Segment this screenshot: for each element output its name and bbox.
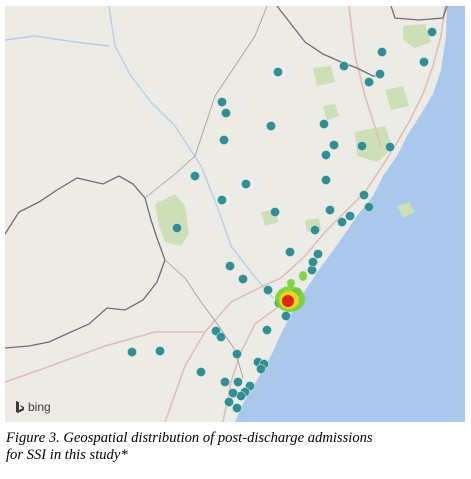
caption-line-2: for SSI in this study* bbox=[6, 447, 128, 463]
ocean bbox=[235, 6, 465, 422]
hospital-marker[interactable] bbox=[337, 217, 347, 227]
hospital-marker[interactable] bbox=[285, 247, 295, 257]
map-canvas[interactable] bbox=[5, 6, 465, 422]
hospital-marker[interactable] bbox=[273, 67, 283, 77]
hospital-marker[interactable] bbox=[233, 377, 243, 387]
hospital-marker[interactable] bbox=[238, 274, 248, 284]
hospital-marker[interactable] bbox=[359, 190, 369, 200]
park-areas bbox=[155, 24, 431, 246]
hospital-marker[interactable] bbox=[310, 225, 320, 235]
hospital-marker[interactable] bbox=[427, 27, 437, 37]
hospital-marker[interactable] bbox=[321, 175, 331, 185]
caption-line-1: Figure 3. Geospatial distribution of pos… bbox=[6, 430, 373, 446]
hospital-marker[interactable] bbox=[217, 195, 227, 205]
map-frame[interactable]: bing bbox=[5, 6, 465, 422]
rivers bbox=[5, 6, 274, 299]
hospital-marker[interactable] bbox=[357, 141, 367, 151]
hospital-marker[interactable] bbox=[321, 150, 331, 160]
hospital-marker[interactable] bbox=[364, 77, 374, 87]
heatmap-hotspot bbox=[275, 271, 307, 312]
map-attribution: bing bbox=[28, 400, 51, 414]
hospital-marker[interactable] bbox=[313, 249, 323, 259]
hospital-marker[interactable] bbox=[155, 346, 165, 356]
hospital-marker[interactable] bbox=[127, 347, 137, 357]
hospital-marker[interactable] bbox=[270, 207, 280, 217]
hospital-marker[interactable] bbox=[232, 403, 242, 413]
hospital-marker[interactable] bbox=[190, 171, 200, 181]
hospital-marker[interactable] bbox=[419, 57, 429, 67]
hospital-marker[interactable] bbox=[232, 349, 242, 359]
hospital-marker[interactable] bbox=[262, 325, 272, 335]
hospital-marker[interactable] bbox=[377, 47, 387, 57]
hospital-marker[interactable] bbox=[308, 257, 318, 267]
hospital-marker[interactable] bbox=[241, 179, 251, 189]
hospital-marker[interactable] bbox=[220, 377, 230, 387]
hospital-marker[interactable] bbox=[385, 142, 395, 152]
bing-logo: bing bbox=[15, 400, 51, 414]
hospital-marker[interactable] bbox=[329, 140, 339, 150]
hospital-marker[interactable] bbox=[225, 261, 235, 271]
hospital-markers bbox=[127, 27, 437, 413]
hospital-marker[interactable] bbox=[221, 108, 231, 118]
hospital-marker[interactable] bbox=[196, 367, 206, 377]
hospital-marker[interactable] bbox=[345, 211, 355, 221]
hospital-marker[interactable] bbox=[216, 332, 226, 342]
hospital-marker[interactable] bbox=[172, 223, 182, 233]
hospital-marker[interactable] bbox=[263, 285, 273, 295]
hospital-marker[interactable] bbox=[224, 397, 234, 407]
hospital-marker[interactable] bbox=[228, 388, 238, 398]
hospital-marker[interactable] bbox=[339, 61, 349, 71]
hospital-marker[interactable] bbox=[319, 119, 329, 129]
bing-logo-icon bbox=[15, 400, 25, 414]
hospital-marker[interactable] bbox=[364, 202, 374, 212]
hospital-marker[interactable] bbox=[281, 311, 291, 321]
hospital-marker[interactable] bbox=[325, 205, 335, 215]
hospital-marker[interactable] bbox=[256, 364, 266, 374]
hospital-marker[interactable] bbox=[375, 69, 385, 79]
hospital-marker[interactable] bbox=[219, 135, 229, 145]
hospital-marker[interactable] bbox=[217, 97, 227, 107]
figure-caption: Figure 3. Geospatial distribution of pos… bbox=[6, 430, 468, 464]
hospital-marker[interactable] bbox=[266, 121, 276, 131]
